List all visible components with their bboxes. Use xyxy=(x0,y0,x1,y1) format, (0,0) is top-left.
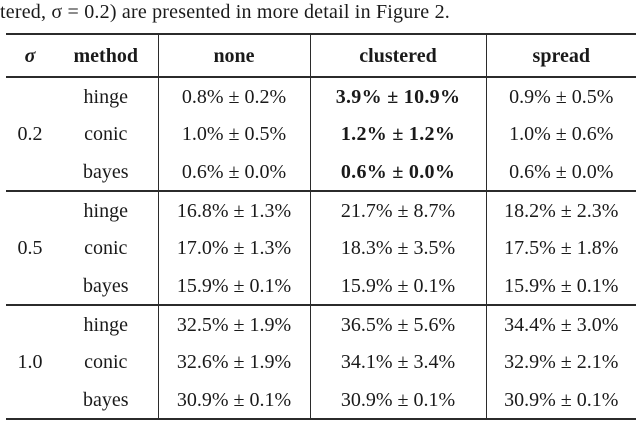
table-row: 0.2 hinge 0.8% ± 0.2% 3.9% ± 10.9% 0.9% … xyxy=(6,77,636,144)
value-cell-spread: 1.0% ± 0.6% xyxy=(509,123,614,145)
value-cell-none: 17.0% ± 1.3% xyxy=(158,229,311,267)
value-cell-spread: 34.4% ± 3.0% xyxy=(504,313,619,336)
value-cell-clustered: 15.9% ± 0.1% xyxy=(310,267,487,305)
value-cell-none: 32.6% ± 1.9% xyxy=(158,343,311,381)
sigma-value: 0.2 xyxy=(17,123,43,145)
value-cell-spread: 15.9% ± 0.1% xyxy=(504,274,619,297)
table-row: bayes 15.9% ± 0.1% 15.9% ± 0.1% 15.9% ± … xyxy=(6,267,636,305)
table-row: conic 1.0% ± 0.5% 1.2% ± 1.2% 1.0% ± 0.6… xyxy=(6,115,636,153)
value-cell-none: 32.5% ± 1.9% xyxy=(158,305,311,343)
value-cell-spread: 0.6% ± 0.0% xyxy=(509,160,614,183)
header-method: method xyxy=(54,34,159,77)
table-row: conic 17.0% ± 1.3% 18.3% ± 3.5% 17.5% ± … xyxy=(6,229,636,267)
value-cell-spread: 18.2% ± 2.3% xyxy=(504,199,619,222)
value-cell-none: 16.8% ± 1.3% xyxy=(158,191,311,229)
value-cell-clustered: 1.2% ± 1.2% xyxy=(310,115,487,153)
method-label: conic xyxy=(54,115,159,153)
method-label: bayes xyxy=(54,267,159,305)
method-label: conic xyxy=(54,343,159,381)
method-label: bayes xyxy=(54,381,159,419)
caption-text: tered, σ = 0.2) are presented in more de… xyxy=(0,1,450,23)
sigma-value: 1.0 xyxy=(17,351,43,373)
table-header: σ method none clustered spread xyxy=(6,34,636,77)
method-label: hinge xyxy=(54,191,159,229)
value-cell-clustered: 3.9% ± 10.9% xyxy=(310,77,487,115)
method-label: hinge xyxy=(54,77,159,115)
group-sigma-0.2: 0.2 hinge 0.8% ± 0.2% 3.9% ± 10.9% 0.9% … xyxy=(6,77,636,191)
header-clustered: clustered xyxy=(310,34,487,77)
value-cell-none: 0.8% ± 0.2% xyxy=(158,77,311,115)
value-cell-spread: 32.9% ± 2.1% xyxy=(504,351,619,373)
group-sigma-0.5: 0.5 hinge 16.8% ± 1.3% 21.7% ± 8.7% 18.2… xyxy=(6,191,636,305)
value-cell-clustered: 34.1% ± 3.4% xyxy=(310,343,487,381)
method-label: bayes xyxy=(54,153,159,191)
value-cell-clustered: 0.6% ± 0.0% xyxy=(310,153,487,191)
sigma-value: 0.5 xyxy=(17,237,43,259)
value-cell-none: 0.6% ± 0.0% xyxy=(158,153,311,191)
method-label: conic xyxy=(54,229,159,267)
method-label: hinge xyxy=(54,305,159,343)
header-spread: spread xyxy=(532,44,590,67)
value-cell-spread: 17.5% ± 1.8% xyxy=(504,237,619,259)
table-row: bayes 30.9% ± 0.1% 30.9% ± 0.1% 30.9% ± … xyxy=(6,381,636,419)
value-cell-clustered: 21.7% ± 8.7% xyxy=(310,191,487,229)
value-cell-clustered: 18.3% ± 3.5% xyxy=(310,229,487,267)
value-cell-spread: 0.9% ± 0.5% xyxy=(509,85,614,108)
value-cell-clustered: 30.9% ± 0.1% xyxy=(310,381,487,419)
value-cell-clustered: 36.5% ± 5.6% xyxy=(310,305,487,343)
value-cell-none: 15.9% ± 0.1% xyxy=(158,267,311,305)
results-table: σ method none clustered spread 0.2 hinge… xyxy=(6,33,636,420)
value-cell-none: 1.0% ± 0.5% xyxy=(158,115,311,153)
table-row: 0.5 hinge 16.8% ± 1.3% 21.7% ± 8.7% 18.2… xyxy=(6,191,636,258)
header-row: σ method none clustered spread xyxy=(6,34,636,77)
value-cell-none: 30.9% ± 0.1% xyxy=(158,381,311,419)
table-row: bayes 0.6% ± 0.0% 0.6% ± 0.0% 0.6% ± 0.0… xyxy=(6,153,636,191)
value-cell-spread: 30.9% ± 0.1% xyxy=(504,388,619,411)
header-none: none xyxy=(158,34,311,77)
table-row: conic 32.6% ± 1.9% 34.1% ± 3.4% 32.9% ± … xyxy=(6,343,636,381)
group-sigma-1.0: 1.0 hinge 32.5% ± 1.9% 36.5% ± 5.6% 34.4… xyxy=(6,305,636,419)
table-row: 1.0 hinge 32.5% ± 1.9% 36.5% ± 5.6% 34.4… xyxy=(6,305,636,372)
header-sigma: σ xyxy=(24,44,36,67)
